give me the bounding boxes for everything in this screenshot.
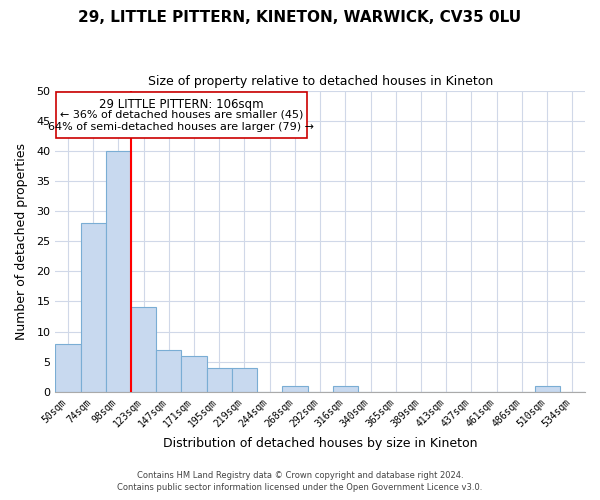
Text: 29, LITTLE PITTERN, KINETON, WARWICK, CV35 0LU: 29, LITTLE PITTERN, KINETON, WARWICK, CV…: [79, 10, 521, 25]
Bar: [206, 368, 232, 392]
Title: Size of property relative to detached houses in Kineton: Size of property relative to detached ho…: [148, 75, 493, 88]
Text: 64% of semi-detached houses are larger (79) →: 64% of semi-detached houses are larger (…: [49, 122, 314, 132]
Bar: [55, 344, 80, 392]
Text: Contains HM Land Registry data © Crown copyright and database right 2024.
Contai: Contains HM Land Registry data © Crown c…: [118, 471, 482, 492]
Text: ← 36% of detached houses are smaller (45): ← 36% of detached houses are smaller (45…: [60, 110, 303, 120]
Y-axis label: Number of detached properties: Number of detached properties: [15, 142, 28, 340]
Bar: [535, 386, 560, 392]
X-axis label: Distribution of detached houses by size in Kineton: Distribution of detached houses by size …: [163, 437, 478, 450]
Bar: [156, 350, 181, 392]
Bar: [283, 386, 308, 392]
Bar: [80, 223, 106, 392]
Bar: [232, 368, 257, 392]
Bar: [106, 151, 131, 392]
Bar: [131, 308, 156, 392]
Text: 29 LITTLE PITTERN: 106sqm: 29 LITTLE PITTERN: 106sqm: [99, 98, 264, 111]
Bar: [181, 356, 206, 392]
Bar: [333, 386, 358, 392]
FancyBboxPatch shape: [56, 92, 307, 138]
